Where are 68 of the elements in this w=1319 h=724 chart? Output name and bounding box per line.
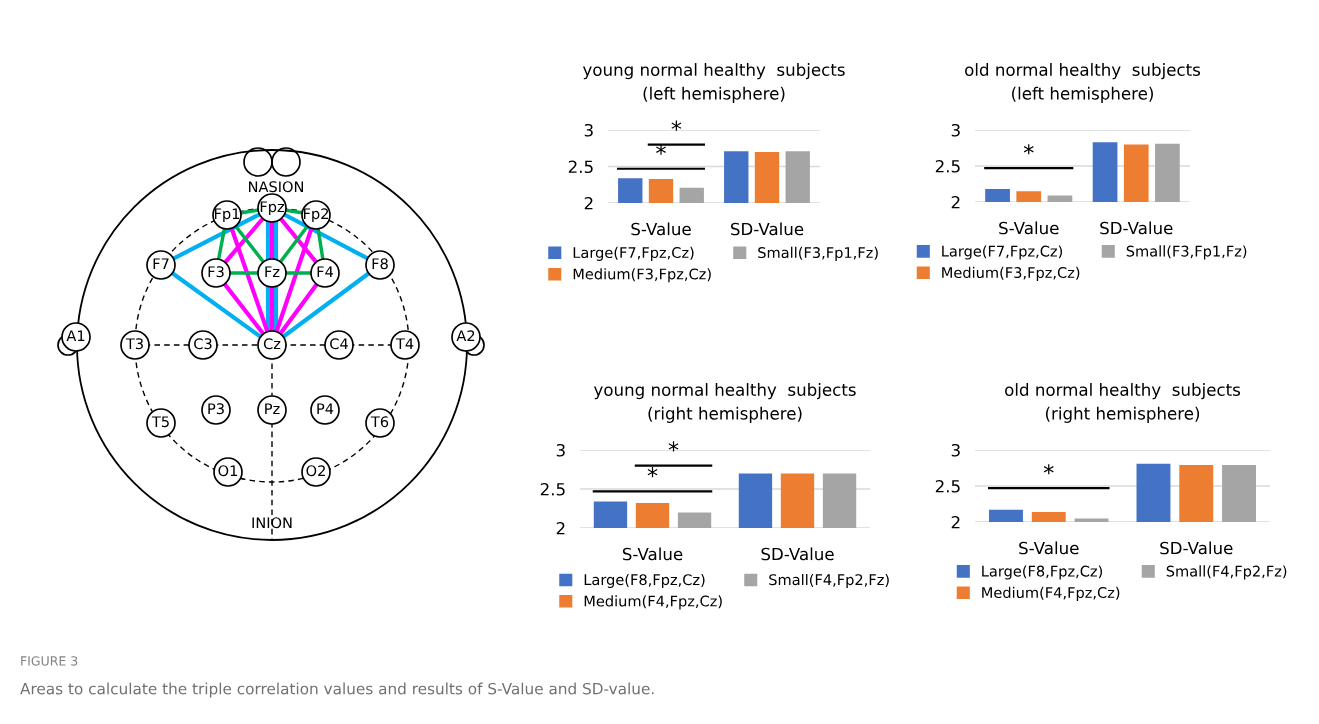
- text: Areas to calculate the triple correlation values and results of S-Value and SD-value.: [20, 682, 654, 698]
- x-tick-label: S-Value: [631, 222, 691, 236]
- legend-label: Large(F8,Fpz,Cz): [584, 573, 705, 588]
- annotation: *: [668, 441, 679, 452]
- text: T3: [125, 338, 143, 350]
- text: O2: [306, 465, 325, 477]
- text: T4: [395, 338, 414, 350]
- x-tick-label: SD-Value: [761, 547, 834, 561]
- legend-label: Large(F7,Fpz,Cz): [942, 245, 1063, 260]
- text: A2: [456, 330, 475, 342]
- y-tick-label: 3: [556, 443, 565, 457]
- text: NASION: [249, 181, 303, 193]
- x-tick-label: S-Value: [1019, 541, 1079, 555]
- text: INION: [252, 517, 292, 529]
- legend-label: Medium(F4,Fpz,Cz): [584, 595, 722, 610]
- y-tick-label: 2: [951, 195, 960, 209]
- legend-label: Large(F8,Fpz,Cz): [982, 565, 1103, 580]
- y-tick-label: 2.5: [935, 479, 960, 493]
- text: C4: [330, 338, 348, 350]
- chart-title: young normal healthy subjects (right hemisphere): [593, 383, 856, 423]
- text: Cz: [263, 338, 281, 350]
- annotation: *: [1023, 144, 1034, 155]
- x-tick-label: SD-Value: [1160, 541, 1233, 555]
- text: F3: [208, 266, 224, 278]
- y-tick-label: 2: [951, 515, 960, 529]
- y-tick-label: 2: [584, 196, 593, 210]
- text: T6: [370, 416, 389, 428]
- text: Pz: [265, 403, 280, 415]
- x-tick-label: S-Value: [999, 221, 1059, 235]
- x-tick-label: SD-Value: [1100, 221, 1173, 235]
- text: Fz: [265, 266, 280, 278]
- chart-title: old normal healthy subjects (right hemisphere): [1005, 383, 1241, 423]
- annotation: *: [671, 120, 682, 131]
- text: C3: [194, 338, 212, 350]
- text: F7: [153, 258, 169, 270]
- chart-title: old normal healthy subjects (left hemisphere): [965, 63, 1201, 103]
- legend-label: Medium(F3,Fpz,Cz): [942, 266, 1080, 281]
- text: F4: [317, 266, 334, 278]
- annotation: *: [656, 144, 666, 155]
- legend-label: Small(F4,Fp2,Fz): [1166, 565, 1287, 580]
- chart-title: young normal healthy subjects (left hemisphere): [582, 63, 845, 103]
- legend-label: Small(F3,Fp1,Fz): [758, 246, 878, 261]
- caption: FIGURE 3: [21, 656, 78, 666]
- text: Fp2: [303, 208, 328, 223]
- y-tick-label: 2.5: [935, 159, 960, 173]
- text: F8: [372, 258, 388, 270]
- text: P4: [317, 403, 334, 415]
- legend-label: Medium(F3,Fpz,Cz): [573, 268, 711, 283]
- text: Fpz: [260, 201, 285, 216]
- y-tick-label: 2.5: [540, 482, 565, 496]
- legend-label: Small(F3,Fp1,Fz): [1126, 245, 1247, 260]
- legend-label: Small(F4,Fp2,Fz): [769, 573, 889, 588]
- annotation: *: [647, 467, 658, 478]
- text: P3: [208, 403, 224, 415]
- text: T5: [151, 416, 169, 428]
- text: Fp1: [214, 208, 240, 223]
- annotation: *: [1043, 464, 1054, 475]
- text: O1: [218, 465, 238, 477]
- x-tick-label: S-Value: [622, 547, 683, 561]
- text: A1: [66, 330, 85, 342]
- legend-label: Medium(F4,Fpz,Cz): [982, 586, 1120, 601]
- x-tick-label: SD-Value: [730, 222, 804, 236]
- y-tick-label: 3: [951, 123, 960, 137]
- y-tick-label: 2.5: [568, 160, 593, 174]
- legend-label: Large(F7,Fpz,Cz): [573, 246, 694, 261]
- y-tick-label: 2: [556, 521, 565, 535]
- y-tick-label: 3: [951, 443, 960, 457]
- y-tick-label: 3: [584, 123, 593, 137]
